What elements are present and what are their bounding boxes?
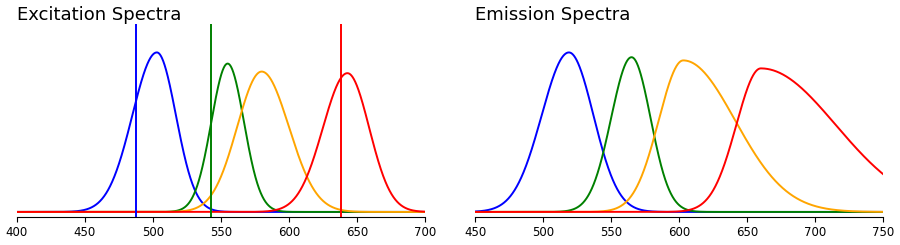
Text: Excitation Spectra: Excitation Spectra [17, 6, 181, 24]
Text: Emission Spectra: Emission Spectra [475, 6, 630, 24]
